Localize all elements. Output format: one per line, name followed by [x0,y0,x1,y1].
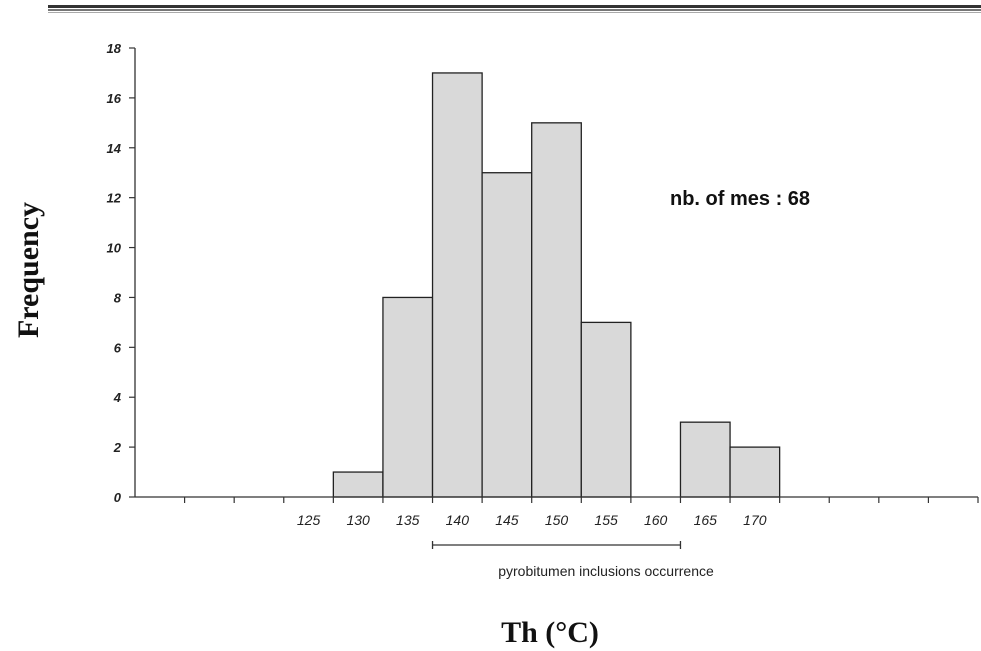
y-tick-label: 14 [107,141,122,156]
y-axis-title: Frequency [12,202,45,338]
x-bin-label-140: 140 [446,512,470,528]
x-bin-label-165: 165 [694,512,718,528]
histogram-bar-135 [382,296,434,498]
x-bin-label-150: 150 [545,512,569,528]
header-rule [48,5,981,13]
y-tick-label: 8 [114,290,122,305]
histogram-bar-165 [679,421,731,498]
y-tick-label: 18 [107,41,122,56]
x-bin-labels: 125 130 135 140 145 150 155 160 165 170 [297,512,767,528]
histogram-bar-130 [332,471,384,498]
x-bin-label-125: 125 [297,512,321,528]
histogram-bar-150 [531,122,582,498]
y-tick-labels: 0 2 4 6 8 10 12 14 16 18 [107,41,122,505]
y-tick-label: 2 [113,440,122,455]
y-tick-label: 4 [113,390,122,405]
y-tick-label: 0 [114,490,122,505]
histogram-bar-145 [481,172,533,498]
x-bin-label-130: 130 [346,512,370,528]
y-tick-label: 16 [107,91,122,106]
x-bin-label-145: 145 [495,512,519,528]
range-bracket [431,541,682,549]
x-bin-label-135: 135 [396,512,420,528]
y-tick-label: 12 [107,191,122,206]
x-bin-label-170: 170 [743,512,767,528]
measurement-count-annotation: nb. of mes : 68 [670,188,810,210]
bars [332,72,781,498]
x-axis-title: Th (°C) [501,616,599,649]
axes [129,47,979,503]
range-label: pyrobitumen inclusions occurrence [498,563,714,579]
histogram-bar-140 [431,72,483,498]
histogram-bar-170 [729,446,781,498]
y-tick-label: 6 [114,340,122,355]
x-bin-label-160: 160 [644,512,668,528]
y-tick-label: 10 [107,241,122,256]
histogram-bar-155 [580,321,632,498]
x-bin-label-155: 155 [594,512,618,528]
